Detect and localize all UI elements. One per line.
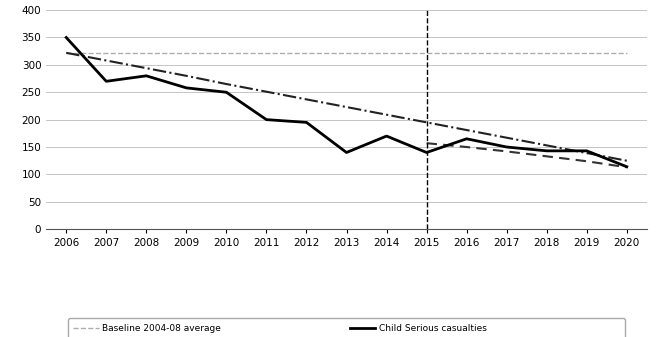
- Legend: Baseline 2004-08 average, Average annual rate of reduction required from 2006, C: Baseline 2004-08 average, Average annual…: [68, 318, 625, 337]
